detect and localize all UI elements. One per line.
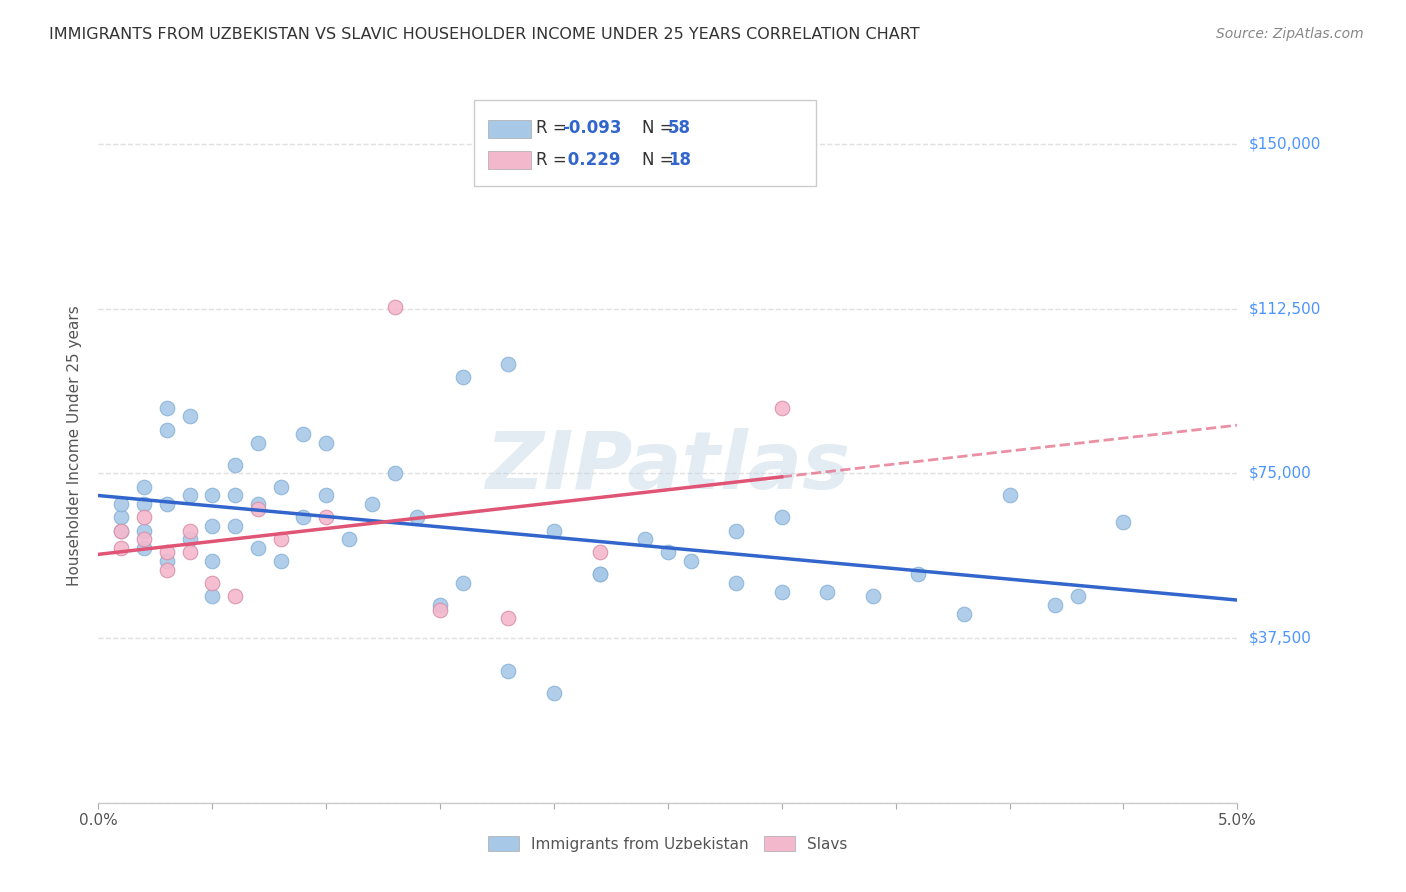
- Point: [384, 467, 406, 481]
- Text: N =: N =: [641, 151, 679, 169]
- Point: [224, 519, 246, 533]
- Point: [179, 533, 201, 547]
- Text: R =: R =: [536, 151, 572, 169]
- Point: [998, 488, 1021, 502]
- Point: [498, 664, 520, 678]
- Point: [179, 524, 201, 538]
- Point: [451, 369, 474, 384]
- Point: [270, 480, 292, 494]
- Text: ZIPatlas: ZIPatlas: [485, 428, 851, 507]
- Point: [132, 497, 155, 511]
- Point: [132, 533, 155, 547]
- Point: [657, 545, 679, 559]
- Point: [201, 590, 224, 604]
- Point: [498, 611, 520, 625]
- Point: [270, 533, 292, 547]
- Point: [1067, 590, 1090, 604]
- Legend: Immigrants from Uzbekistan, Slavs: Immigrants from Uzbekistan, Slavs: [481, 828, 855, 859]
- Point: [1043, 598, 1066, 612]
- Point: [224, 458, 246, 472]
- Point: [246, 501, 269, 516]
- Text: $150,000: $150,000: [1249, 136, 1320, 152]
- Point: [179, 409, 201, 424]
- Point: [451, 576, 474, 591]
- Text: Source: ZipAtlas.com: Source: ZipAtlas.com: [1216, 27, 1364, 41]
- Point: [156, 401, 179, 415]
- Point: [770, 510, 793, 524]
- Point: [132, 510, 155, 524]
- Point: [132, 480, 155, 494]
- Point: [498, 357, 520, 371]
- Point: [156, 423, 179, 437]
- Text: $37,500: $37,500: [1249, 631, 1312, 646]
- Point: [156, 563, 179, 577]
- Point: [725, 576, 748, 591]
- Point: [201, 554, 224, 568]
- Point: [132, 541, 155, 555]
- Point: [246, 541, 269, 555]
- Text: $112,500: $112,500: [1249, 301, 1320, 317]
- Point: [588, 567, 610, 582]
- Point: [1112, 515, 1135, 529]
- Text: IMMIGRANTS FROM UZBEKISTAN VS SLAVIC HOUSEHOLDER INCOME UNDER 25 YEARS CORRELATI: IMMIGRANTS FROM UZBEKISTAN VS SLAVIC HOU…: [49, 27, 920, 42]
- Point: [953, 607, 976, 621]
- Point: [337, 533, 360, 547]
- Text: 0.229: 0.229: [562, 151, 620, 169]
- Point: [588, 567, 610, 582]
- Point: [110, 510, 132, 524]
- Bar: [488, 120, 531, 137]
- Text: N =: N =: [641, 120, 679, 137]
- Text: -0.093: -0.093: [562, 120, 621, 137]
- Point: [862, 590, 884, 604]
- Point: [384, 300, 406, 314]
- Bar: [474, 100, 815, 186]
- Point: [543, 524, 565, 538]
- Bar: [488, 152, 531, 169]
- Point: [315, 435, 337, 450]
- Point: [292, 426, 315, 441]
- Point: [907, 567, 929, 582]
- Point: [315, 510, 337, 524]
- Point: [201, 519, 224, 533]
- Point: [110, 524, 132, 538]
- Point: [246, 435, 269, 450]
- Point: [110, 524, 132, 538]
- Text: $75,000: $75,000: [1249, 466, 1312, 481]
- Point: [429, 598, 451, 612]
- Point: [201, 576, 224, 591]
- Point: [360, 497, 382, 511]
- Point: [406, 510, 429, 524]
- Point: [634, 533, 657, 547]
- Point: [224, 590, 246, 604]
- Point: [156, 554, 179, 568]
- Point: [110, 541, 132, 555]
- Point: [429, 602, 451, 616]
- Point: [292, 510, 315, 524]
- Point: [179, 545, 201, 559]
- Point: [315, 488, 337, 502]
- Point: [132, 524, 155, 538]
- Point: [270, 554, 292, 568]
- Point: [588, 545, 610, 559]
- Point: [815, 585, 838, 599]
- Y-axis label: Householder Income Under 25 years: Householder Income Under 25 years: [67, 306, 83, 586]
- Point: [770, 401, 793, 415]
- Point: [156, 545, 179, 559]
- Point: [543, 686, 565, 700]
- Point: [679, 554, 702, 568]
- Text: 18: 18: [668, 151, 690, 169]
- Point: [179, 488, 201, 502]
- Point: [246, 497, 269, 511]
- Point: [201, 488, 224, 502]
- Point: [110, 497, 132, 511]
- Point: [156, 497, 179, 511]
- Point: [224, 488, 246, 502]
- Text: 58: 58: [668, 120, 690, 137]
- Point: [725, 524, 748, 538]
- Point: [770, 585, 793, 599]
- Text: R =: R =: [536, 120, 572, 137]
